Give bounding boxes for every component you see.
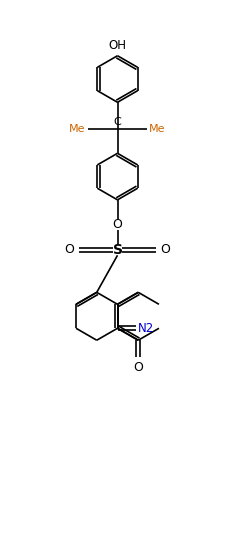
Text: O: O	[113, 218, 122, 231]
Text: Me: Me	[149, 124, 166, 134]
Text: O: O	[161, 243, 171, 256]
Text: S: S	[113, 243, 122, 257]
Text: O: O	[133, 361, 143, 374]
Text: N2: N2	[138, 322, 154, 335]
Text: C: C	[114, 117, 121, 127]
Text: Me: Me	[69, 124, 86, 134]
Text: O: O	[64, 243, 74, 256]
Text: OH: OH	[109, 39, 126, 52]
